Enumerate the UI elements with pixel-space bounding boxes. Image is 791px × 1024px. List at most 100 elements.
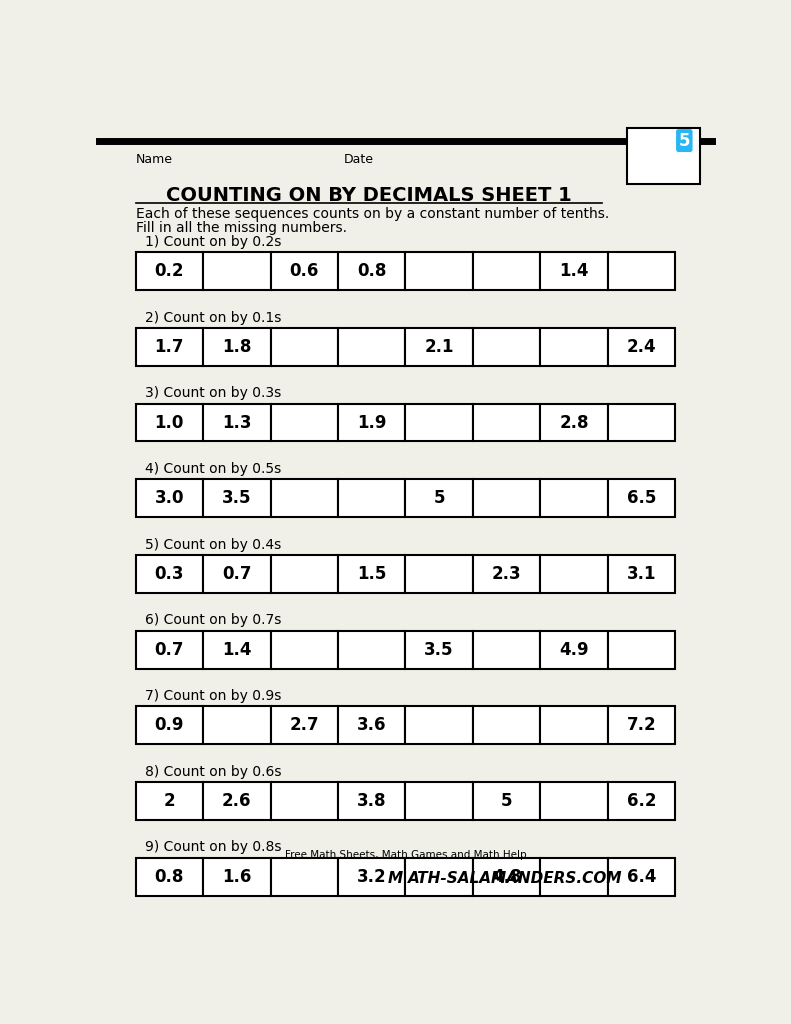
- Text: 8) Count on by 0.6s: 8) Count on by 0.6s: [145, 765, 282, 778]
- Bar: [271, 328, 338, 366]
- Text: 4.8: 4.8: [492, 867, 521, 886]
- Text: 2) Count on by 0.1s: 2) Count on by 0.1s: [145, 310, 282, 325]
- Bar: [540, 252, 607, 290]
- Text: 0.6: 0.6: [290, 262, 319, 281]
- Bar: [473, 555, 540, 593]
- Text: Date: Date: [344, 153, 374, 166]
- Bar: [271, 631, 338, 669]
- Bar: [271, 403, 338, 441]
- Text: 0.7: 0.7: [154, 641, 184, 658]
- Bar: [607, 707, 676, 744]
- Text: 1) Count on by 0.2s: 1) Count on by 0.2s: [145, 234, 282, 249]
- Bar: [338, 782, 406, 820]
- Bar: [136, 328, 203, 366]
- Bar: [136, 403, 203, 441]
- Text: 2.3: 2.3: [492, 565, 521, 583]
- Bar: [338, 479, 406, 517]
- Bar: [203, 252, 271, 290]
- Bar: [607, 631, 676, 669]
- Text: 0.3: 0.3: [154, 565, 184, 583]
- Text: 5: 5: [433, 489, 445, 507]
- Bar: [540, 782, 607, 820]
- Bar: [271, 782, 338, 820]
- Text: 2.8: 2.8: [559, 414, 589, 431]
- Bar: [540, 555, 607, 593]
- Text: 7) Count on by 0.9s: 7) Count on by 0.9s: [145, 689, 282, 703]
- Bar: [473, 631, 540, 669]
- Bar: [136, 707, 203, 744]
- Text: 4.9: 4.9: [559, 641, 589, 658]
- Text: 1.5: 1.5: [357, 565, 386, 583]
- Text: 0.8: 0.8: [155, 867, 184, 886]
- Bar: [607, 252, 676, 290]
- Bar: [607, 782, 676, 820]
- Text: 6.5: 6.5: [626, 489, 656, 507]
- Text: 3) Count on by 0.3s: 3) Count on by 0.3s: [145, 386, 281, 400]
- Text: 2.7: 2.7: [290, 716, 319, 734]
- Bar: [203, 858, 271, 896]
- Text: Name: Name: [136, 153, 172, 166]
- Bar: [271, 858, 338, 896]
- Bar: [607, 555, 676, 593]
- Bar: [203, 782, 271, 820]
- Bar: [406, 555, 473, 593]
- Bar: [540, 403, 607, 441]
- Text: 1.4: 1.4: [559, 262, 589, 281]
- Text: 1.8: 1.8: [222, 338, 252, 355]
- Bar: [203, 328, 271, 366]
- Text: 0.2: 0.2: [154, 262, 184, 281]
- Text: 0.8: 0.8: [357, 262, 386, 281]
- Text: ATH-SALAMANDERS.COM: ATH-SALAMANDERS.COM: [408, 871, 623, 886]
- Bar: [338, 631, 406, 669]
- Bar: [473, 403, 540, 441]
- Bar: [338, 328, 406, 366]
- Bar: [271, 707, 338, 744]
- Bar: [473, 707, 540, 744]
- Text: 6.4: 6.4: [626, 867, 657, 886]
- Text: 0.9: 0.9: [154, 716, 184, 734]
- Text: 3.8: 3.8: [357, 792, 387, 810]
- Text: 3.5: 3.5: [222, 489, 252, 507]
- Bar: [540, 858, 607, 896]
- Text: Free Math Sheets, Math Games and Math Help: Free Math Sheets, Math Games and Math He…: [285, 850, 526, 859]
- Text: 0.7: 0.7: [222, 565, 252, 583]
- Bar: [271, 555, 338, 593]
- Text: 3.6: 3.6: [357, 716, 387, 734]
- Text: 4) Count on by 0.5s: 4) Count on by 0.5s: [145, 462, 281, 476]
- Bar: [607, 479, 676, 517]
- Bar: [540, 707, 607, 744]
- Bar: [406, 858, 473, 896]
- Bar: [473, 782, 540, 820]
- Bar: [136, 782, 203, 820]
- Bar: [136, 479, 203, 517]
- Text: COUNTING ON BY DECIMALS SHEET 1: COUNTING ON BY DECIMALS SHEET 1: [166, 186, 571, 205]
- Text: 6.2: 6.2: [626, 792, 657, 810]
- Bar: [203, 403, 271, 441]
- Text: 2.6: 2.6: [222, 792, 252, 810]
- Text: 1.6: 1.6: [222, 867, 252, 886]
- Text: 2.4: 2.4: [626, 338, 657, 355]
- Bar: [271, 479, 338, 517]
- Text: 3.5: 3.5: [424, 641, 454, 658]
- Bar: [473, 479, 540, 517]
- Bar: [136, 858, 203, 896]
- Bar: [406, 328, 473, 366]
- Bar: [540, 328, 607, 366]
- Bar: [406, 479, 473, 517]
- Text: 7.2: 7.2: [626, 716, 657, 734]
- Text: M: M: [388, 871, 403, 886]
- Text: 2.1: 2.1: [424, 338, 454, 355]
- Text: 9) Count on by 0.8s: 9) Count on by 0.8s: [145, 841, 282, 854]
- Bar: [338, 555, 406, 593]
- Text: 1.4: 1.4: [222, 641, 252, 658]
- Text: 2: 2: [164, 792, 175, 810]
- Text: Each of these sequences counts on by a constant number of tenths.: Each of these sequences counts on by a c…: [136, 207, 609, 221]
- Bar: [203, 555, 271, 593]
- Bar: [203, 479, 271, 517]
- Bar: [540, 631, 607, 669]
- Bar: [406, 252, 473, 290]
- Bar: [406, 631, 473, 669]
- Text: 1.3: 1.3: [222, 414, 252, 431]
- Text: 3.0: 3.0: [154, 489, 184, 507]
- Bar: [540, 479, 607, 517]
